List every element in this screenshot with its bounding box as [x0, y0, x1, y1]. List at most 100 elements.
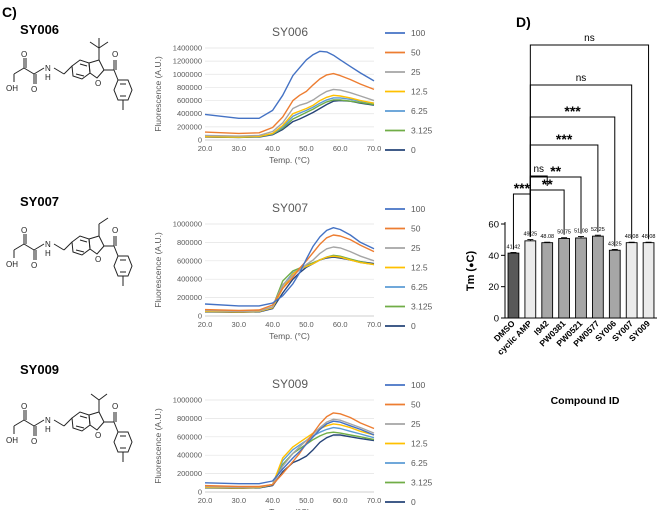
bar-SY007: [625, 242, 638, 319]
atom-o-label: O: [21, 226, 27, 235]
chart-title: SY006: [272, 25, 308, 39]
bar-PW0381: [558, 238, 570, 319]
legend-label: 0: [411, 321, 416, 331]
x-axis-title: Compound ID: [551, 395, 620, 407]
atom-o-label: O: [95, 255, 101, 264]
structure-drawing: [13, 410, 133, 462]
atom-o-label: O: [112, 402, 118, 411]
y-axis-title: Fluorescence (A.U.): [153, 408, 163, 484]
x-tick-label: 40.0: [265, 320, 280, 329]
significance-label: **: [550, 163, 561, 179]
x-tick-label: 50.0: [299, 320, 314, 329]
significance-label: ns: [584, 33, 595, 44]
y-tick-label: 0: [198, 136, 202, 145]
x-tick-label: 60.0: [333, 496, 348, 505]
atom-o-label: O: [31, 437, 37, 446]
x-tick-label: 40.0: [265, 144, 280, 153]
series-line-100: [204, 50, 375, 120]
legend-label: 3.125: [411, 302, 433, 312]
series-line-3.125: [204, 431, 375, 489]
melt-curve-chart-sy009: SY009 0 200000 400000 600000 800000 1000000 20.…: [153, 377, 433, 510]
atom-o-label: O: [21, 402, 27, 411]
panel-c-label: C): [2, 4, 17, 20]
atom-o-label: O: [31, 261, 37, 270]
legend-label: 50: [411, 48, 421, 58]
legend-label: 12.5: [411, 87, 428, 97]
x-tick-label: 40.0: [265, 496, 280, 505]
degree-symbol: ●: [466, 262, 476, 267]
bar-SY009: [642, 242, 655, 319]
y-axis-title: Fluorescence (A.U.): [153, 56, 163, 132]
y-tick-label: 1400000: [173, 44, 202, 53]
y-axis-title: Fluorescence (A.U.): [153, 232, 163, 308]
y-axis-title: Tm (●C): [465, 251, 477, 292]
series-line-100: [204, 420, 375, 485]
structure-sy009: SY009 O OH: [6, 362, 133, 462]
y-tick-label: 600000: [177, 96, 202, 105]
compound-name-label: SY009: [20, 362, 59, 377]
series-line-0: [204, 434, 375, 489]
substituent-tert-butyl: [89, 38, 109, 60]
bar-PW0577: [592, 235, 604, 319]
bar-I942: [541, 242, 554, 319]
bar-DMSO: [507, 252, 520, 319]
y-tick-label: 0: [198, 488, 202, 497]
series-line-0: [204, 256, 375, 313]
structure-atom-labels: O OH O N H O O: [6, 50, 118, 94]
y-tick-label: 400000: [177, 275, 202, 284]
atom-o-label: O: [112, 226, 118, 235]
y-tick-label: 600000: [177, 256, 202, 265]
y-tick-label: 1000000: [173, 396, 202, 405]
x-tick-label: 60.0: [333, 144, 348, 153]
legend-label: 6.25: [411, 458, 428, 468]
chart-title: SY007: [272, 201, 308, 215]
significance-label: ***: [564, 103, 581, 119]
significance-bracket: [529, 44, 650, 240]
legend-label: 25: [411, 243, 421, 253]
x-tick-label: 30.0: [231, 320, 246, 329]
substituent-isopropyl: [90, 393, 108, 412]
atom-oh-label: OH: [6, 436, 18, 445]
atom-n-label: N: [45, 416, 51, 425]
series-line-50: [204, 72, 375, 135]
y-tick-label: 200000: [177, 469, 202, 478]
y-tick-label: 40: [488, 251, 499, 262]
structure-drawing: [13, 234, 133, 286]
atom-o-label: O: [95, 79, 101, 88]
atom-n-label: N: [45, 240, 51, 249]
x-axis-title: Temp. (°C): [269, 331, 310, 341]
atom-oh-label: OH: [6, 84, 18, 93]
legend-label: 0: [411, 145, 416, 155]
legend-label: 25: [411, 419, 421, 429]
x-tick-label: 50.0: [299, 496, 314, 505]
y-tick-label: 800000: [177, 414, 202, 423]
y-tick-label: 400000: [177, 451, 202, 460]
legend-label: 6.25: [411, 106, 428, 116]
significance-label: **: [542, 176, 553, 192]
legend-label: 50: [411, 224, 421, 234]
chart-title: SY009: [272, 377, 308, 391]
significance-label: ***: [514, 180, 531, 196]
melt-curve-chart-sy006: SY006 0 200000 400000 600000 800000 1000000 120…: [153, 25, 433, 165]
x-tick-label: 20.0: [198, 144, 213, 153]
compound-name-label: SY006: [20, 22, 59, 37]
legend-label: 12.5: [411, 263, 428, 273]
significance-label: ***: [556, 131, 573, 147]
bar-SY006: [608, 249, 621, 319]
atom-h-label: H: [45, 249, 51, 258]
x-tick-label: 20.0: [198, 496, 213, 505]
structure-sy007: SY007 O OH O: [6, 194, 133, 286]
y-tick-label: 20: [488, 282, 499, 293]
x-tick-label: 60.0: [333, 320, 348, 329]
series-line-50: [204, 412, 375, 488]
atom-o-label: O: [31, 85, 37, 94]
bar-value-label: 48.08: [540, 234, 554, 240]
x-tick-label: 20.0: [198, 320, 213, 329]
structure-sy006: SY006: [6, 22, 133, 110]
series-line-12.5: [204, 423, 375, 489]
atom-h-label: H: [45, 73, 51, 82]
legend-label: 0: [411, 497, 416, 507]
melt-curve-chart-sy007: SY007 0 200000 400000 600000 800000 1000000 20.…: [153, 201, 433, 341]
significance-bracket: [512, 193, 531, 250]
